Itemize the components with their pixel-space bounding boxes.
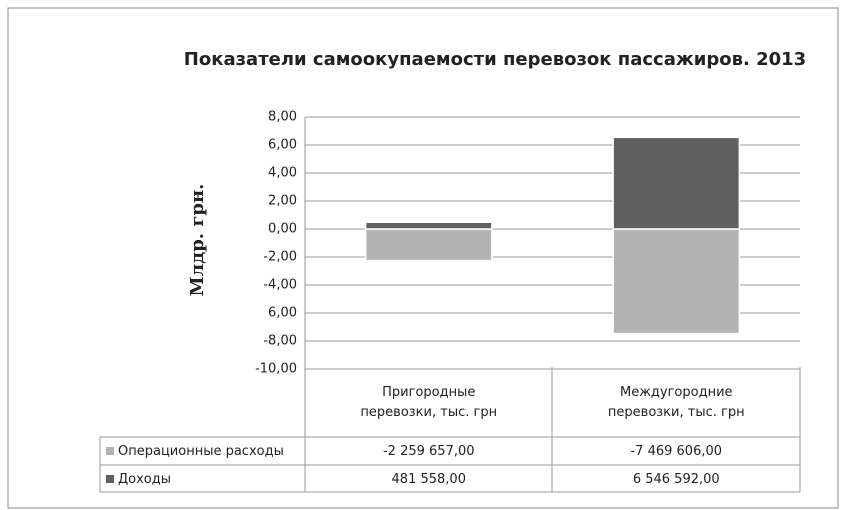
y-tick-label: -2,00	[263, 250, 297, 265]
y-tick-label: 6,00	[268, 138, 297, 153]
y-tick-label: -8,00	[263, 334, 297, 349]
data-table-value: 481 558,00	[391, 471, 466, 487]
y-tick-label: -4,00	[263, 278, 297, 293]
data-table-value: -7 469 606,00	[630, 443, 723, 459]
chart-frame	[7, 7, 839, 509]
bar	[364, 221, 493, 230]
y-tick-label: 2,00	[268, 194, 297, 209]
legend-label: Доходы	[118, 471, 172, 487]
y-tick-label: 4,00	[268, 166, 297, 181]
y-tick-label: 8,00	[268, 110, 297, 125]
chart-title: Показатели самоокупаемости перевозок пас…	[184, 49, 806, 70]
category-label: Пригородные перевозки, тыс. грн	[360, 385, 498, 420]
data-table-value: -2 259 657,00	[382, 443, 475, 459]
category-label: Междугородние перевозки, тыс. грн	[607, 385, 745, 420]
y-tick-label: 6,00	[268, 306, 297, 321]
bar	[612, 136, 741, 230]
data-table-value: 6 546 592,00	[632, 471, 720, 487]
y-tick-label: -10,00	[255, 362, 297, 377]
legend-key	[106, 475, 114, 483]
bar	[364, 228, 493, 262]
y-axis-title: Млдр. грн.	[187, 184, 208, 297]
legend-key	[106, 447, 114, 455]
bar	[612, 228, 741, 335]
data-table-lines	[99, 117, 801, 493]
y-tick-label: 0,00	[268, 222, 297, 237]
legend-label: Операционные расходы	[118, 443, 284, 459]
